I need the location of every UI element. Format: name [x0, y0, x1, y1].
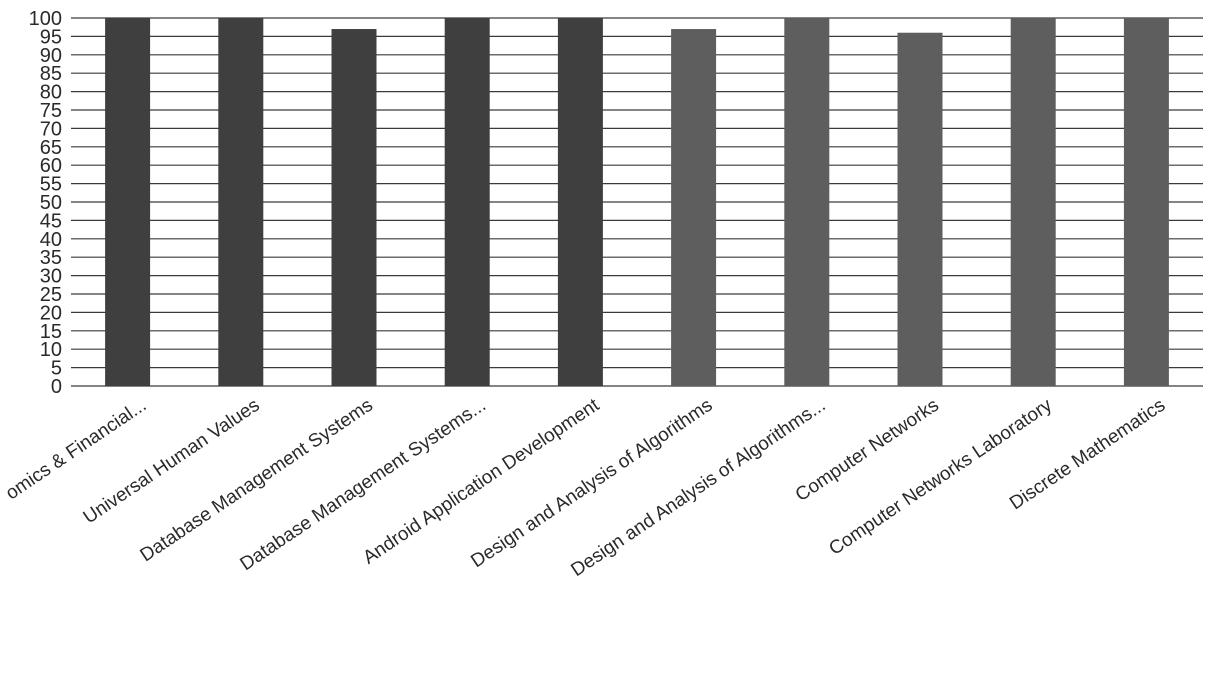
y-tick-label: 45 [40, 210, 62, 232]
x-tick-label: Database Management Systems [137, 395, 377, 567]
x-tick-label: Android Application Development [359, 394, 603, 568]
y-tick-label: 65 [40, 137, 62, 159]
y-tick-label: 0 [51, 376, 62, 398]
bar-5 [557, 18, 603, 386]
y-tick-label: 5 [51, 358, 62, 380]
y-tick-label: 70 [40, 118, 62, 140]
bar-8 [897, 32, 943, 386]
bar-6 [671, 29, 717, 386]
y-tick-label: 50 [40, 192, 62, 214]
bar-1 [105, 18, 151, 386]
y-tick-label: 30 [40, 266, 62, 288]
x-axis-labels: omics & Financial...Universal Human Valu… [2, 394, 1169, 581]
bar-4 [444, 18, 490, 386]
y-tick-label: 85 [40, 63, 62, 85]
y-tick-label: 15 [40, 321, 62, 343]
y-tick-label: 80 [40, 82, 62, 104]
y-tick-label: 60 [40, 155, 62, 177]
y-tick-label: 20 [40, 302, 62, 324]
y-tick-label: 35 [40, 247, 62, 269]
y-tick-label: 10 [40, 339, 62, 361]
bar-7 [784, 18, 830, 386]
y-tick-label: 95 [40, 26, 62, 48]
y-tick-label: 100 [29, 8, 62, 30]
x-tick-label: Design and Analysis of Algorithms [467, 395, 716, 572]
x-tick-label: Computer Networks Laboratory [825, 394, 1056, 559]
y-tick-label: 75 [40, 100, 62, 122]
bar-10 [1123, 18, 1169, 386]
bar-9 [1010, 18, 1056, 386]
y-tick-label: 90 [40, 45, 62, 67]
y-tick-label: 55 [40, 174, 62, 196]
bars [105, 18, 1169, 386]
bar-2 [218, 18, 264, 386]
y-tick-label: 40 [40, 229, 62, 251]
y-tick-label: 25 [40, 284, 62, 306]
bar-3 [331, 29, 377, 386]
y-axis-ticks: 0510152025303540455055606570758085909510… [29, 8, 62, 398]
